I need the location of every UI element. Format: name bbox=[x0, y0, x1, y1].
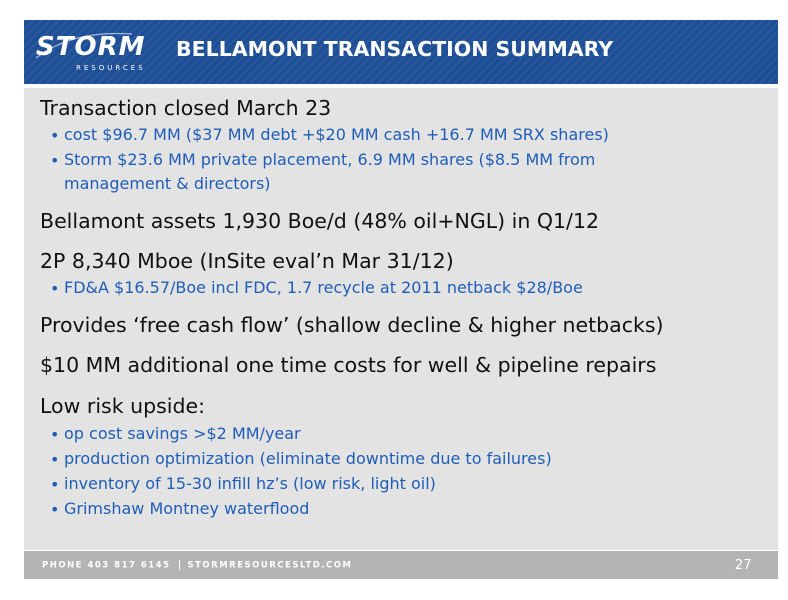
bullet-dot: • bbox=[50, 450, 60, 469]
sub-bullet-cost: cost $96.7 MM ($37 MM debt +$20 MM cash … bbox=[64, 125, 609, 144]
bullet-dot: • bbox=[50, 475, 60, 494]
storm-logo: STORM RESOURCES bbox=[28, 28, 158, 78]
sub-bullet-inventory: inventory of 15-30 infill hz’s (low risk… bbox=[64, 474, 436, 493]
bullet-dot: • bbox=[50, 425, 60, 444]
bullet-transaction-closed: Transaction closed March 23 bbox=[40, 96, 332, 120]
sub-bullet-private-placement: Storm $23.6 MM private placement, 6.9 MM… bbox=[64, 150, 596, 169]
sub-bullet-fda: FD&A $16.57/Boe incl FDC, 1.7 recycle at… bbox=[64, 278, 583, 297]
footer-contact: PHONE 403 817 6145 STORMRESOURCESLTD.COM bbox=[42, 560, 353, 571]
header-divider bbox=[24, 84, 778, 88]
bullet-bellamont-assets: Bellamont assets 1,930 Boe/d (48% oil+NG… bbox=[40, 209, 600, 233]
sub-bullet-waterflood: Grimshaw Montney waterflood bbox=[64, 499, 310, 518]
footer-band bbox=[24, 551, 778, 579]
bullet-additional-costs: $10 MM additional one time costs for wel… bbox=[40, 353, 657, 377]
bullet-dot: • bbox=[50, 279, 60, 298]
bullet-dot: • bbox=[50, 500, 60, 519]
bullet-low-risk-upside: Low risk upside: bbox=[40, 394, 205, 418]
bullet-dot: • bbox=[50, 151, 60, 170]
logo-swoosh-icon bbox=[35, 32, 133, 59]
content-panel bbox=[24, 88, 778, 550]
logo-wordmark: STORM bbox=[36, 32, 146, 62]
sub-bullet-production-optimization: production optimization (eliminate downt… bbox=[64, 449, 552, 468]
sub-bullet-private-placement-cont: management & directors) bbox=[64, 174, 271, 193]
page-title: BELLAMONT TRANSACTION SUMMARY bbox=[176, 37, 614, 61]
bullet-dot: • bbox=[50, 126, 60, 145]
header-texture bbox=[24, 20, 778, 84]
sub-bullet-op-cost: op cost savings >$2 MM/year bbox=[64, 424, 301, 443]
page-number: 27 bbox=[735, 558, 752, 573]
bullet-2p-reserves: 2P 8,340 Mboe (InSite eval’n Mar 31/12) bbox=[40, 249, 454, 273]
logo-subtext: RESOURCES bbox=[76, 64, 146, 72]
footer-separator bbox=[178, 560, 180, 570]
bullet-free-cash-flow: Provides ‘free cash flow’ (shallow decli… bbox=[40, 313, 664, 337]
header-band bbox=[24, 20, 778, 84]
footer-website: STORMRESOURCESLTD.COM bbox=[187, 560, 353, 571]
footer-phone: PHONE 403 817 6145 bbox=[42, 560, 171, 571]
